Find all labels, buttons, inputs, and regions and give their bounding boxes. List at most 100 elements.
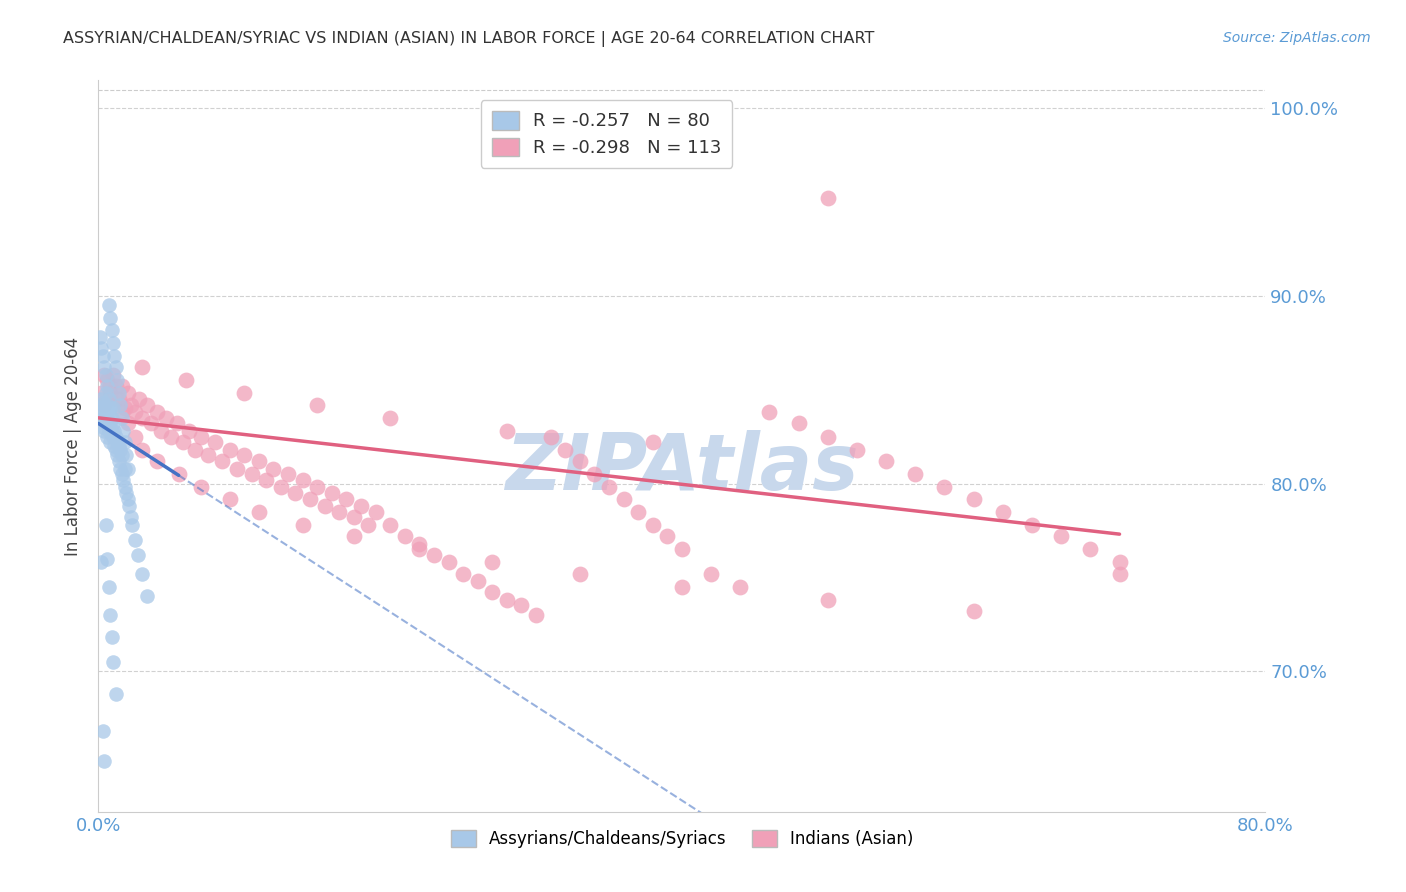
Point xyxy=(115,486,138,500)
Point xyxy=(100,630,122,644)
Point xyxy=(568,454,591,468)
Point xyxy=(118,499,141,513)
Point xyxy=(105,449,128,463)
Point xyxy=(108,439,131,453)
Point xyxy=(104,379,127,393)
Point xyxy=(120,398,142,412)
Point xyxy=(451,566,474,581)
Point xyxy=(700,566,723,581)
Point xyxy=(112,424,135,438)
Point xyxy=(146,405,169,419)
Point xyxy=(204,435,226,450)
Point xyxy=(135,589,157,603)
Point xyxy=(110,442,132,457)
Point xyxy=(139,417,162,431)
Point xyxy=(481,555,503,569)
Point xyxy=(97,424,120,438)
Point xyxy=(124,533,146,547)
Point xyxy=(568,566,591,581)
Point xyxy=(104,360,127,375)
Point xyxy=(91,724,114,739)
Point xyxy=(90,410,112,425)
Point xyxy=(284,486,307,500)
Point xyxy=(93,410,115,425)
Point xyxy=(101,429,124,443)
Point xyxy=(240,467,263,482)
Point xyxy=(408,536,430,550)
Point xyxy=(314,499,336,513)
Point xyxy=(408,542,430,557)
Point xyxy=(104,442,127,457)
Point xyxy=(96,410,118,425)
Point xyxy=(124,405,146,419)
Point xyxy=(120,510,142,524)
Point xyxy=(128,392,150,406)
Legend: Assyrians/Chaldeans/Syriacs, Indians (Asian): Assyrians/Chaldeans/Syriacs, Indians (As… xyxy=(444,823,920,855)
Point xyxy=(131,566,153,581)
Point xyxy=(110,461,132,475)
Point xyxy=(93,754,115,768)
Point xyxy=(114,480,136,494)
Point xyxy=(627,505,650,519)
Point xyxy=(671,580,693,594)
Point xyxy=(112,473,135,487)
Point xyxy=(583,467,606,482)
Point xyxy=(104,687,127,701)
Point xyxy=(962,604,984,618)
Point xyxy=(321,486,343,500)
Point xyxy=(380,410,402,425)
Point xyxy=(90,555,112,569)
Point xyxy=(758,405,780,419)
Point xyxy=(103,424,125,438)
Point xyxy=(97,580,120,594)
Point xyxy=(554,442,576,457)
Point xyxy=(496,592,519,607)
Point xyxy=(904,467,927,482)
Point xyxy=(254,473,277,487)
Point xyxy=(343,529,366,543)
Point xyxy=(817,592,839,607)
Text: ASSYRIAN/CHALDEAN/SYRIAC VS INDIAN (ASIAN) IN LABOR FORCE | AGE 20-64 CORRELATIO: ASSYRIAN/CHALDEAN/SYRIAC VS INDIAN (ASIA… xyxy=(63,31,875,47)
Point xyxy=(1108,555,1130,569)
Point xyxy=(111,379,134,393)
Point xyxy=(117,386,139,401)
Point xyxy=(104,429,127,443)
Point xyxy=(111,405,134,419)
Point xyxy=(91,405,114,419)
Point xyxy=(93,398,115,412)
Point xyxy=(110,398,132,412)
Point xyxy=(96,373,118,387)
Point xyxy=(166,417,188,431)
Point xyxy=(934,480,956,494)
Point xyxy=(172,435,194,450)
Point xyxy=(101,368,124,382)
Point xyxy=(124,429,146,443)
Point xyxy=(226,461,249,475)
Point xyxy=(357,517,380,532)
Point xyxy=(291,473,314,487)
Point xyxy=(100,323,122,337)
Point xyxy=(100,410,122,425)
Point xyxy=(177,424,200,438)
Point xyxy=(101,655,124,669)
Point xyxy=(98,607,121,622)
Point xyxy=(197,449,219,463)
Point xyxy=(117,417,139,431)
Point xyxy=(730,580,752,594)
Point xyxy=(247,505,270,519)
Point xyxy=(270,480,292,494)
Point xyxy=(104,392,127,406)
Point xyxy=(817,429,839,443)
Point xyxy=(135,398,157,412)
Point xyxy=(481,585,503,599)
Point xyxy=(846,442,869,457)
Point xyxy=(190,429,212,443)
Point xyxy=(262,461,284,475)
Point xyxy=(91,420,114,434)
Point xyxy=(233,386,256,401)
Point xyxy=(817,191,839,205)
Point xyxy=(218,442,240,457)
Point xyxy=(101,417,124,431)
Point xyxy=(93,360,115,375)
Point xyxy=(90,392,112,406)
